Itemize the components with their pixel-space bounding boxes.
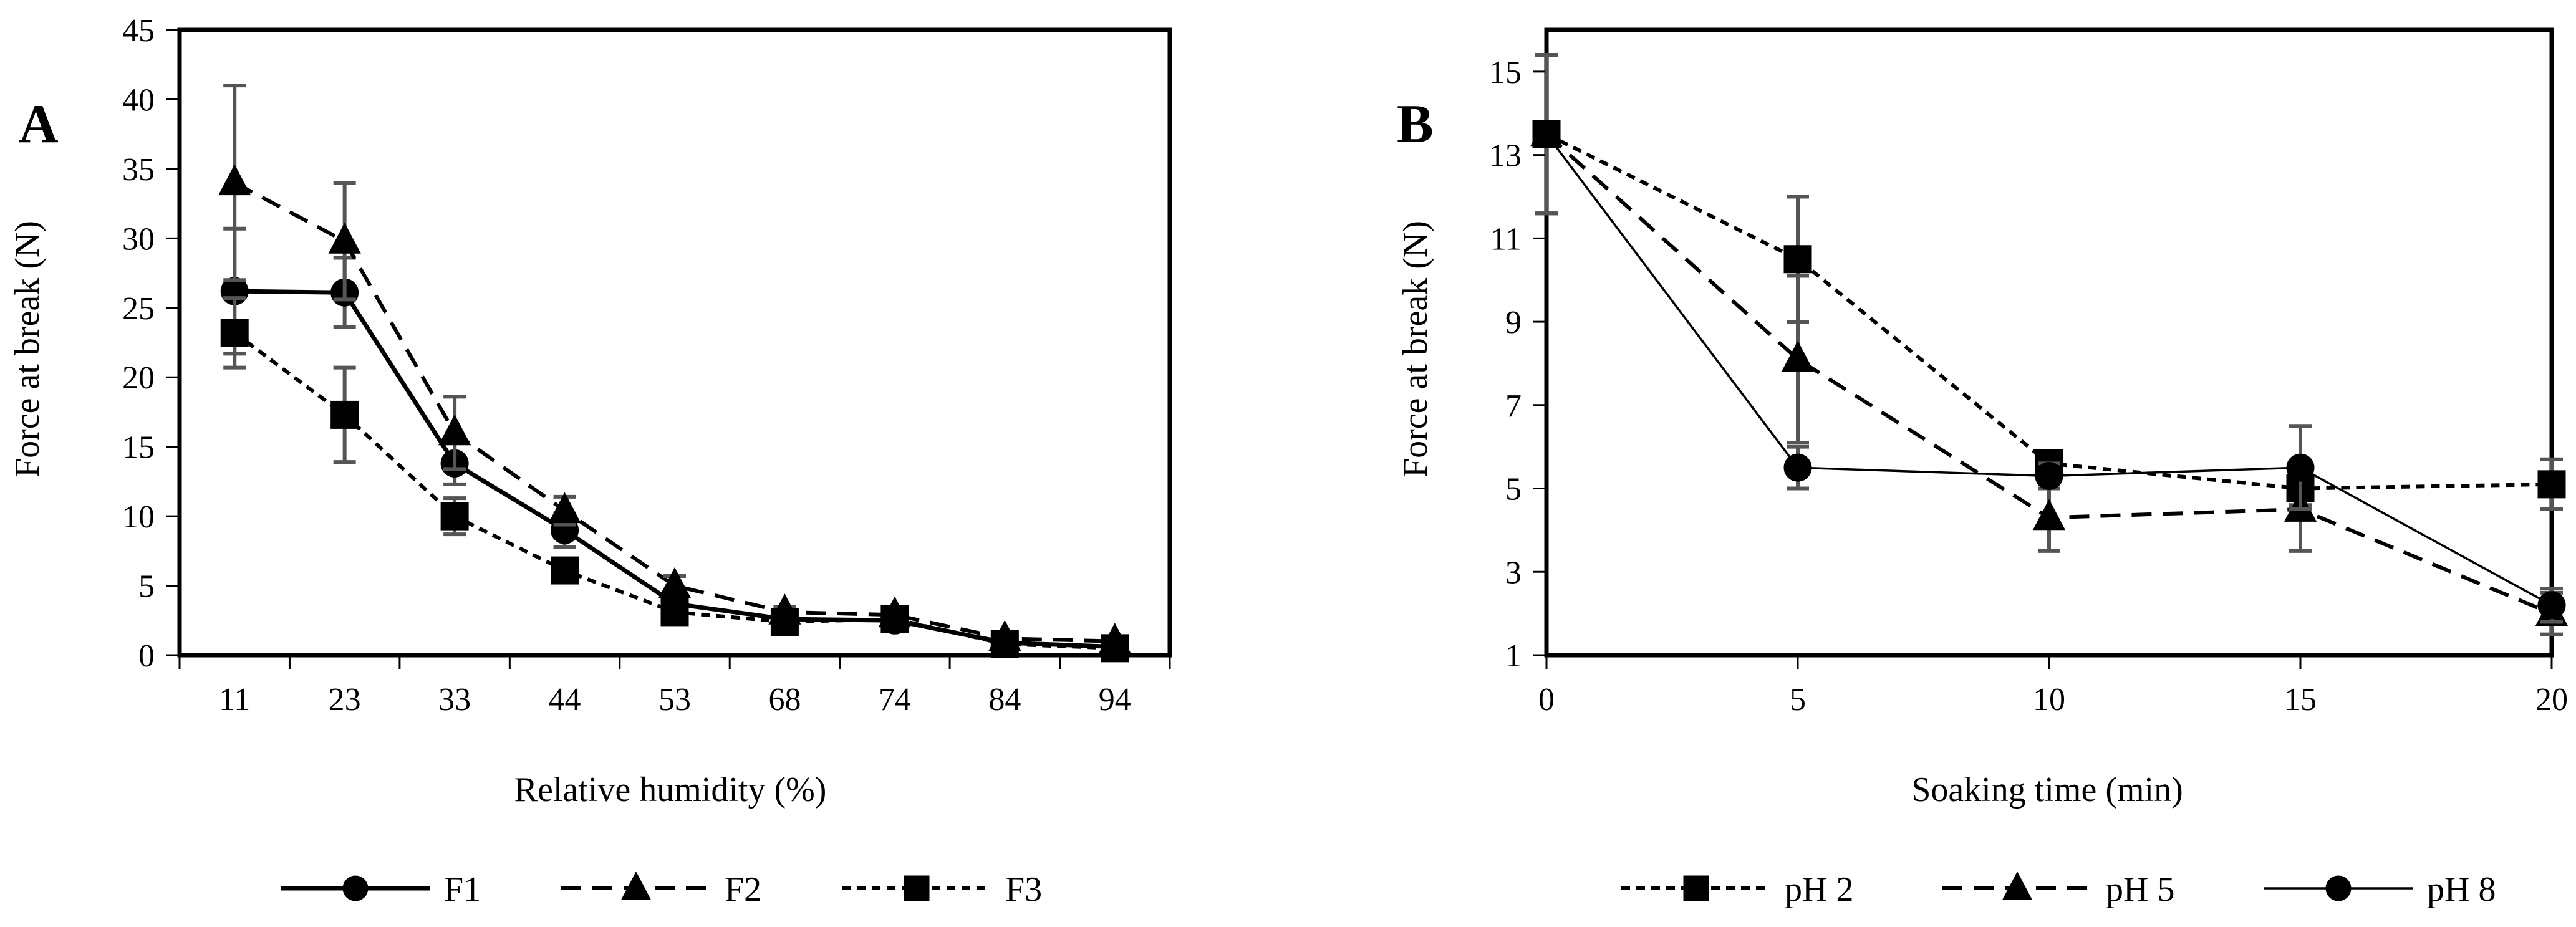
data-point [880,605,909,633]
data-point [220,319,249,347]
data-point [440,502,469,531]
legend-label: pH 8 [2427,870,2496,909]
data-point [1783,453,1812,482]
panel-a-plot-frame [177,27,1172,658]
data-point [330,400,359,429]
series-line [233,181,1115,643]
series-f3 [220,296,1129,663]
y-tick-label: 0 [138,638,155,674]
x-tick-label: 20 [2535,682,2568,718]
data-point [2537,470,2566,499]
panel-a-y-axis: 0 5 10 15 20 25 30 35 40 45 [122,13,180,674]
panel-b-plot-frame [1544,27,2554,658]
series-f2 [218,84,1131,654]
legend-item: F3 [842,870,1042,909]
legend-marker [621,871,651,900]
y-tick-label: 5 [138,569,155,605]
data-point [551,556,579,585]
y-tick-label: 15 [1489,55,1522,90]
data-point [2032,499,2066,531]
legend-marker [1683,875,1709,901]
panel-b-series [1530,53,2569,636]
x-tick-label: 84 [988,682,1021,718]
data-point [1781,340,1815,372]
y-tick-label: 15 [122,430,155,466]
legend-item: pH 8 [2264,870,2496,909]
data-point [328,223,361,254]
data-point [1783,245,1812,274]
y-tick-label: 40 [122,82,155,118]
y-tick-label: 1 [1505,638,1522,674]
x-tick-label: 10 [2033,682,2065,718]
x-tick-label: 5 [1790,682,1806,718]
y-tick-label: 9 [1505,305,1522,340]
series-ph2 [1532,53,2566,511]
panel-a-x-axis-title: Relative humidity (%) [514,771,827,809]
legend-item: pH 2 [1621,870,1853,909]
x-tick-label: 11 [219,682,250,718]
panel-b-x-axis-title: Soaking time (min) [1911,771,2183,809]
data-point [218,164,251,196]
series-line [1545,132,2552,491]
y-tick-label: 11 [1490,221,1522,257]
x-tick-label: 53 [658,682,691,718]
panel-a-legend: F1 F2 F3 [281,870,1042,909]
panel-a-letter: A [19,94,59,155]
legend-label: pH 2 [1785,870,1853,909]
data-point [658,567,692,598]
data-point [2035,461,2063,490]
data-point [1532,120,1561,148]
x-tick-label: 23 [329,682,361,718]
data-point [438,414,471,446]
panel-b-x-axis: 0 5 10 15 20 [1538,655,2568,718]
panel-b-letter: B [1397,94,1434,155]
panel-b-legend: pH 2 pH 5 pH 8 [1621,870,2496,909]
y-tick-label: 7 [1505,388,1522,424]
legend-label: pH 5 [2106,870,2174,909]
data-point [770,608,799,636]
y-tick-label: 35 [122,152,155,188]
x-tick-label: 68 [768,682,801,718]
y-tick-label: 45 [122,13,155,49]
x-tick-label: 0 [1538,682,1555,718]
y-tick-label: 10 [122,499,155,535]
x-tick-label: 15 [2284,682,2317,718]
legend-marker [2325,875,2352,901]
x-tick-label: 33 [438,682,471,718]
x-tick-label: 44 [549,682,581,718]
y-tick-label: 5 [1505,472,1522,507]
y-tick-label: 30 [122,221,155,257]
panel-a-y-axis-title: Force at break (N) [8,221,47,478]
y-tick-label: 3 [1505,555,1522,590]
legend-marker [2002,871,2032,900]
data-point [2537,591,2566,620]
panel-a-series [218,84,1131,663]
legend-label: F2 [725,870,761,909]
series-ph8 [1532,53,2566,624]
series-ph5 [1530,53,2569,636]
data-point [2286,453,2315,482]
legend-item: F1 [281,870,481,909]
x-tick-label: 74 [879,682,911,718]
y-tick-label: 25 [122,291,155,327]
y-tick-label: 20 [122,360,155,396]
legend-marker [342,875,369,901]
panel-a-x-axis: 11 23 33 44 53 68 74 84 94 [178,655,1171,718]
data-point [548,492,581,524]
panel-b-y-axis-title: Force at break (N) [1396,221,1435,478]
legend-marker [904,875,930,901]
legend-item: F2 [561,870,761,909]
y-tick-label: 13 [1489,138,1522,174]
data-point [1101,634,1129,663]
legend-label: F1 [444,870,481,909]
data-point [990,630,1019,658]
data-point [660,598,689,627]
x-tick-label: 94 [1099,682,1131,718]
legend-label: F3 [1005,870,1042,909]
legend-item: pH 5 [1942,870,2174,909]
